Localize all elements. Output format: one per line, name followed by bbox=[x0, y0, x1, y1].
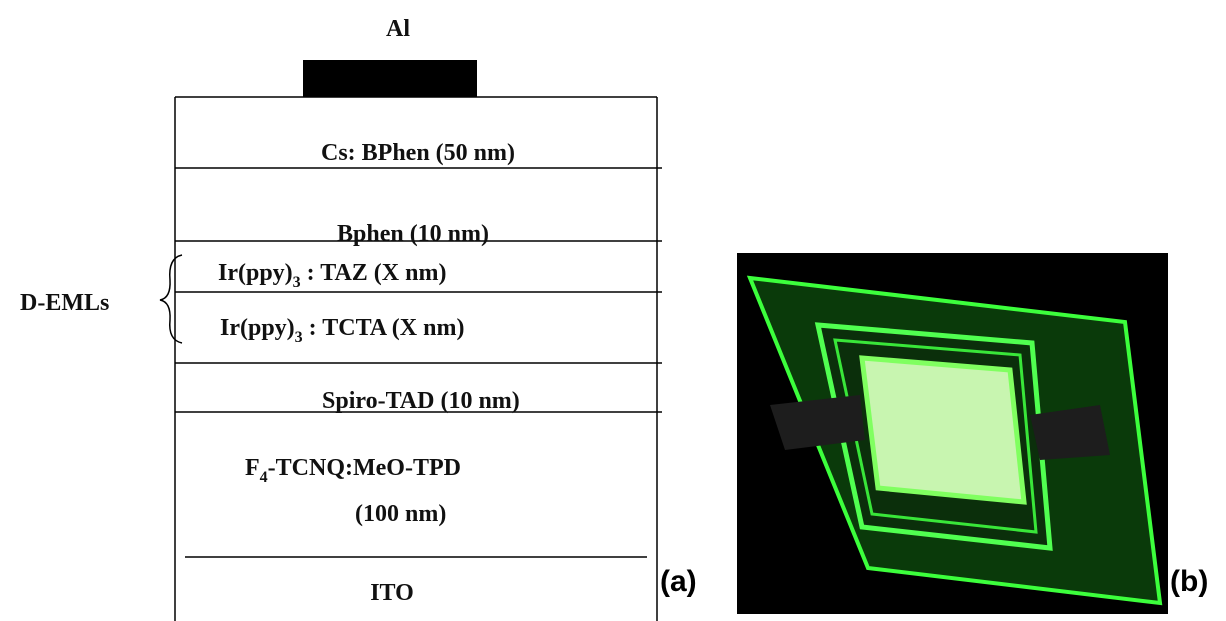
layer-label: Cs: BPhen (50 nm) bbox=[321, 140, 515, 166]
layer-label: F4-TCNQ:MeO-TPD bbox=[245, 455, 461, 486]
layer-label: (100 nm) bbox=[355, 501, 446, 527]
electrode bbox=[303, 60, 477, 97]
label-part: F bbox=[245, 455, 260, 481]
contact-left bbox=[770, 395, 865, 450]
label-part: Ir(ppy) bbox=[218, 260, 293, 286]
label-part: : TAZ (X nm) bbox=[301, 260, 447, 286]
layer-label: Spiro-TAD (10 nm) bbox=[322, 388, 520, 414]
layer-label: Ir(ppy)3 : TAZ (X nm) bbox=[218, 260, 446, 291]
electrode-label: Al bbox=[386, 16, 410, 42]
contact-right bbox=[1030, 405, 1110, 460]
subscript: 3 bbox=[293, 274, 301, 291]
panel-label: (a) bbox=[660, 565, 697, 598]
layer-label: Bphen (10 nm) bbox=[337, 221, 489, 247]
subscript: 4 bbox=[260, 469, 268, 486]
label-part: Ir(ppy) bbox=[220, 315, 295, 341]
inner-frame bbox=[833, 338, 1038, 534]
layer-lines bbox=[174, 96, 662, 621]
emitting-area bbox=[859, 355, 1027, 505]
group-label: D-EMLs bbox=[20, 290, 109, 316]
label-part: : TCTA (X nm) bbox=[303, 315, 465, 341]
label-part: -TCNQ:MeO-TPD bbox=[268, 455, 461, 481]
subscript: 3 bbox=[295, 329, 303, 346]
brace bbox=[159, 254, 183, 344]
device-photo bbox=[737, 253, 1168, 614]
layer-label: ITO bbox=[370, 580, 414, 606]
panel-label: (b) bbox=[1170, 565, 1208, 598]
layer-label: Ir(ppy)3 : TCTA (X nm) bbox=[220, 315, 464, 346]
